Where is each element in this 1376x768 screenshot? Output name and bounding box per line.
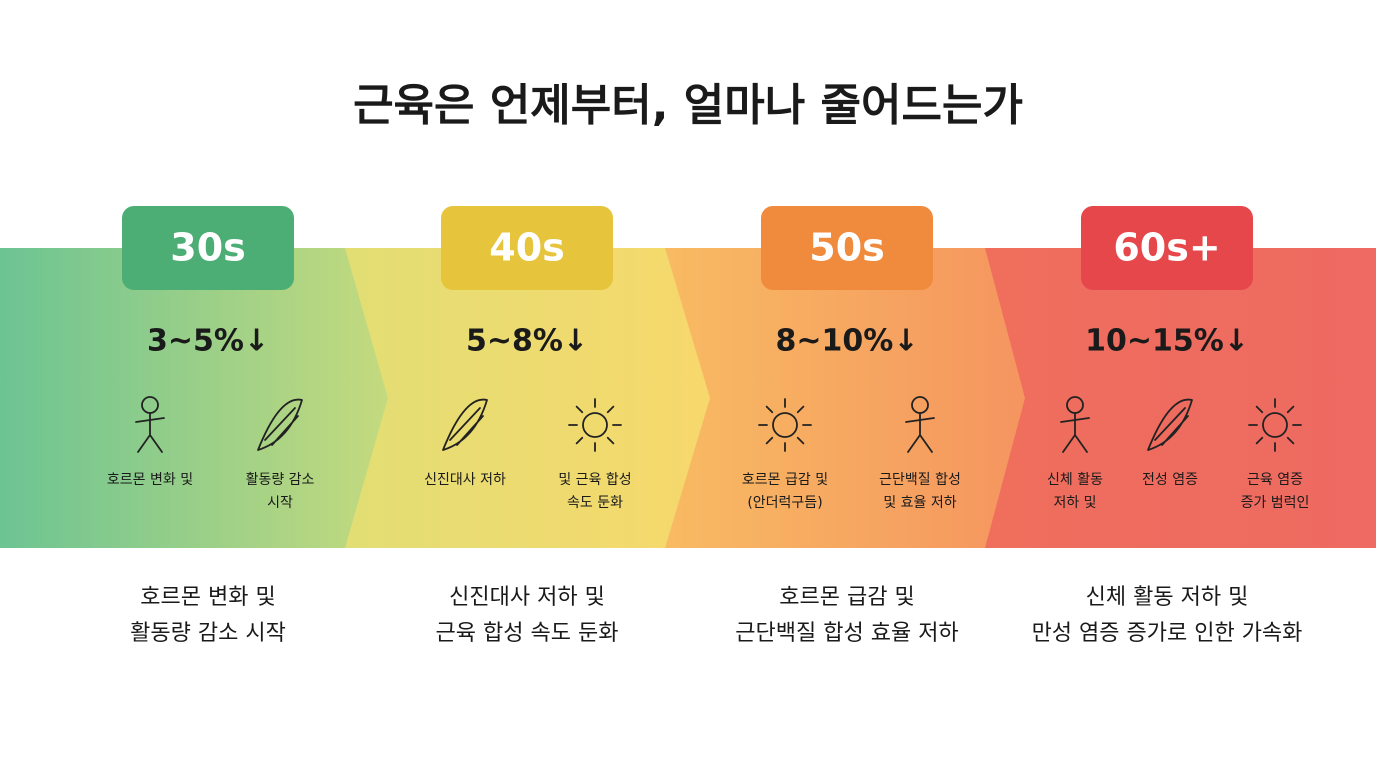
- icon: [568, 398, 622, 452]
- icon-part: [1255, 405, 1264, 414]
- title: 근육은 언제부터, 얼마나 줄어드는가: [353, 80, 1023, 131]
- icon-label: 및 효율 저하: [883, 495, 956, 511]
- badge: 50s: [809, 226, 885, 270]
- icon: [1248, 398, 1302, 452]
- badge: 40s: [489, 226, 565, 270]
- icon-label: 시작: [267, 495, 293, 511]
- icon-label: 호르몬 변화 및: [107, 472, 193, 488]
- icon-part: [1147, 398, 1193, 451]
- badge: 30s: [170, 226, 246, 270]
- icon-part: [257, 398, 303, 451]
- icon-part: [606, 436, 615, 445]
- icon-part: [442, 398, 488, 451]
- icon-label: 신진대사 저하: [424, 472, 506, 488]
- description: 근육 합성 속도 둔화: [436, 621, 619, 646]
- icon-part: [1262, 412, 1288, 438]
- description: 신체 활동 저하 및: [1086, 585, 1249, 610]
- icon-label: 증가 범럭인: [1241, 495, 1310, 511]
- icon-part: [765, 405, 774, 414]
- icon-label: 활동량 감소: [246, 472, 315, 488]
- icon-part: [796, 405, 805, 414]
- icon-part: [1286, 405, 1295, 414]
- badge-box: [122, 206, 294, 290]
- icon-part: [1255, 436, 1264, 445]
- description: 활동량 감소 시작: [130, 621, 286, 646]
- icon-label: 근단백질 합성: [879, 472, 961, 488]
- description: 호르몬 급감 및: [779, 585, 914, 610]
- icon-label: 근육 염증: [1247, 472, 1303, 488]
- badge-box: [1081, 206, 1253, 290]
- icon-part: [765, 436, 774, 445]
- badge: 60s+: [1113, 226, 1220, 270]
- badge-box: [761, 206, 933, 290]
- icon: [257, 398, 303, 451]
- description: 근단백질 합성 효율 저하: [735, 621, 958, 646]
- description: 신진대사 저하 및: [449, 585, 605, 610]
- band: [0, 248, 1376, 548]
- description: 만성 염증 증가로 인한 가속화: [1032, 621, 1303, 646]
- icon-label: 및 근육 합성: [558, 472, 631, 488]
- icon-part: [582, 412, 608, 438]
- rate: 5~8%↓: [466, 324, 588, 359]
- icon-label: 호르몬 급감 및: [742, 472, 828, 488]
- icon-label: 저하 및: [1053, 495, 1096, 511]
- icon-label: (안더럭구듬): [747, 495, 822, 511]
- icon-part: [606, 405, 615, 414]
- icon: [1060, 396, 1090, 453]
- icon-part: [575, 436, 584, 445]
- rate: 8~10%↓: [776, 324, 919, 359]
- icon: [135, 396, 165, 453]
- icon: [1147, 398, 1193, 451]
- icon-part: [575, 405, 584, 414]
- icon-part: [1286, 436, 1295, 445]
- icon-part: [1060, 412, 1090, 453]
- badge-box: [441, 206, 613, 290]
- icon-part: [135, 412, 165, 453]
- icon-part: [772, 412, 798, 438]
- rate: 3~5%↓: [147, 324, 269, 359]
- icon-label: 전성 염증: [1142, 472, 1198, 488]
- icon-part: [796, 436, 805, 445]
- description: 호르몬 변화 및: [140, 585, 275, 610]
- rate: 10~15%↓: [1085, 324, 1249, 359]
- icon: [905, 396, 935, 453]
- icon: [442, 398, 488, 451]
- icon-part: [905, 412, 935, 453]
- icon-label: 신체 활동: [1047, 472, 1103, 488]
- icon-label: 속도 둔화: [567, 495, 623, 511]
- icon: [758, 398, 812, 452]
